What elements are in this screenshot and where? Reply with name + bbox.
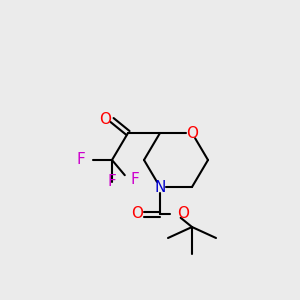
- Text: O: O: [177, 206, 189, 221]
- Text: F: F: [76, 152, 85, 167]
- Text: O: O: [99, 112, 111, 128]
- Text: O: O: [186, 125, 198, 140]
- Text: F: F: [130, 172, 140, 187]
- Text: O: O: [131, 206, 143, 221]
- Text: N: N: [154, 179, 166, 194]
- Text: F: F: [108, 173, 116, 188]
